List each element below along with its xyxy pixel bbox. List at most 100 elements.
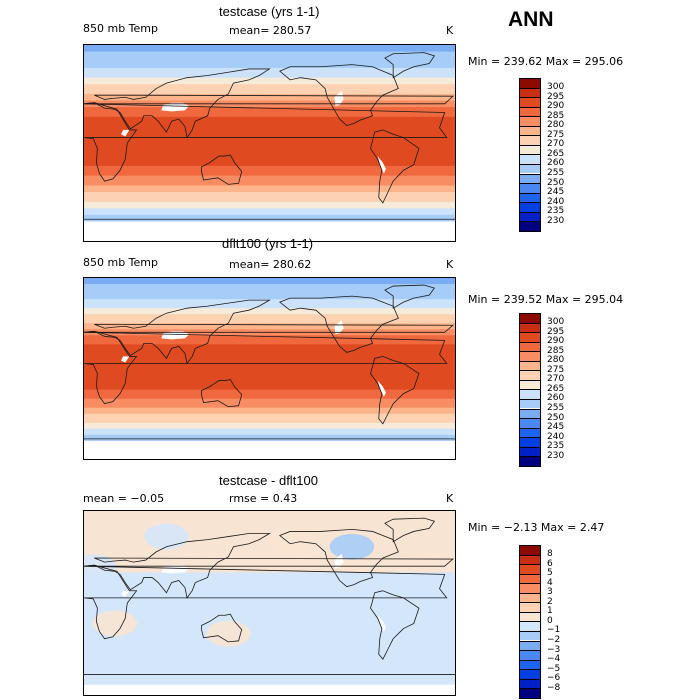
field-band	[84, 185, 455, 190]
colorbar-level-label: 280	[547, 355, 565, 366]
field-band	[84, 175, 455, 180]
anomaly-patch	[144, 523, 189, 550]
field-band	[84, 612, 455, 616]
field-band	[84, 341, 455, 345]
anomaly-patch	[329, 533, 375, 560]
field-band	[84, 645, 455, 650]
coastline	[84, 330, 448, 405]
panel3-map	[83, 510, 456, 696]
field-band	[84, 113, 455, 118]
colorbar-level-label: 230	[547, 215, 565, 226]
colorbar-level-label: −8	[547, 682, 561, 693]
colorbar-level-label: 275	[547, 129, 565, 140]
field-band	[84, 547, 455, 552]
field-band	[84, 123, 455, 128]
coastline	[84, 68, 454, 139]
field-band	[84, 51, 455, 56]
colorbar-level-label: 265	[547, 383, 565, 394]
colorbar-level-label: 300	[547, 317, 565, 328]
field-band	[84, 413, 455, 418]
field-band	[84, 201, 455, 206]
coastline	[84, 564, 448, 640]
field-band	[84, 437, 455, 442]
field-band	[84, 67, 455, 72]
coastline	[279, 528, 399, 588]
panel3-mean: mean = −0.05	[83, 492, 165, 505]
colorbar-level-label: −2	[547, 635, 561, 645]
field-band	[84, 195, 455, 200]
panel3-minmax: Min = −2.13 Max = 2.47	[468, 521, 605, 534]
field-band	[84, 146, 455, 151]
field-band	[84, 311, 455, 315]
panel2-minmax: Min = 239.52 Max = 295.04	[468, 293, 624, 306]
field-band	[84, 165, 455, 170]
field-band	[84, 188, 455, 193]
panel2-mean: mean= 280.62	[229, 258, 312, 271]
anomaly-patch	[206, 620, 251, 647]
field-band	[84, 87, 455, 92]
coastline	[384, 284, 436, 309]
colorbar-level-label: 275	[547, 364, 565, 375]
missing-antarctica	[84, 684, 455, 695]
panel1-units: K	[446, 24, 454, 37]
field-band	[84, 149, 455, 154]
colorbar-level-label: 280	[547, 120, 565, 131]
field-band	[84, 182, 455, 187]
field-band	[84, 407, 455, 412]
field-band	[84, 278, 455, 282]
field-band	[84, 371, 455, 376]
field-band	[84, 633, 455, 638]
missing-highland	[377, 615, 386, 632]
field-band	[84, 636, 455, 641]
field-band	[84, 618, 455, 622]
field-band	[84, 572, 455, 576]
field-band	[84, 517, 455, 521]
field-band	[84, 329, 455, 333]
field-band	[84, 356, 455, 361]
coastline	[201, 154, 243, 185]
field-band	[84, 606, 455, 610]
field-band	[84, 152, 455, 157]
colorbar-level-label: 260	[547, 393, 565, 404]
panel3-units: K	[446, 492, 454, 505]
field-band	[84, 143, 455, 147]
colorbar-level-label: −4	[547, 654, 561, 665]
coastline	[201, 613, 243, 643]
colorbar-level-label: 8	[547, 549, 553, 560]
anomaly-patch	[267, 528, 313, 555]
panel2-variable: 850 mb Temp	[83, 256, 159, 269]
field-band	[84, 198, 455, 203]
coastline	[84, 533, 455, 599]
field-band	[84, 676, 455, 681]
field-band	[84, 284, 455, 288]
field-band	[84, 550, 455, 555]
coastline	[84, 299, 455, 365]
field-band	[84, 290, 455, 294]
coastline	[370, 129, 420, 204]
colorbar-level-label: 245	[547, 422, 565, 433]
field-band	[84, 664, 455, 668]
field-band	[84, 169, 455, 173]
field-band	[84, 621, 455, 626]
field-band	[84, 58, 455, 62]
field-band	[84, 401, 455, 406]
coastline	[279, 64, 399, 127]
field-band	[84, 159, 455, 164]
field-band	[84, 84, 455, 89]
field-band	[84, 110, 455, 115]
field-band	[84, 642, 455, 647]
field-band	[84, 139, 455, 144]
field-band	[84, 64, 455, 69]
colorbar-level-label: 235	[547, 441, 565, 452]
panel2-map-svg	[84, 278, 455, 459]
panel1-map-svg	[84, 45, 455, 241]
colorbar-level-label: −3	[547, 644, 561, 655]
missing-highland	[334, 553, 344, 569]
field-band	[84, 422, 455, 427]
colorbar-level-label: 2	[547, 596, 553, 607]
colorbar-level-label: 255	[547, 168, 565, 178]
field-band	[84, 365, 455, 370]
field-band	[84, 434, 455, 439]
field-band	[84, 544, 455, 549]
colorbar-level-label: 230	[547, 450, 565, 461]
